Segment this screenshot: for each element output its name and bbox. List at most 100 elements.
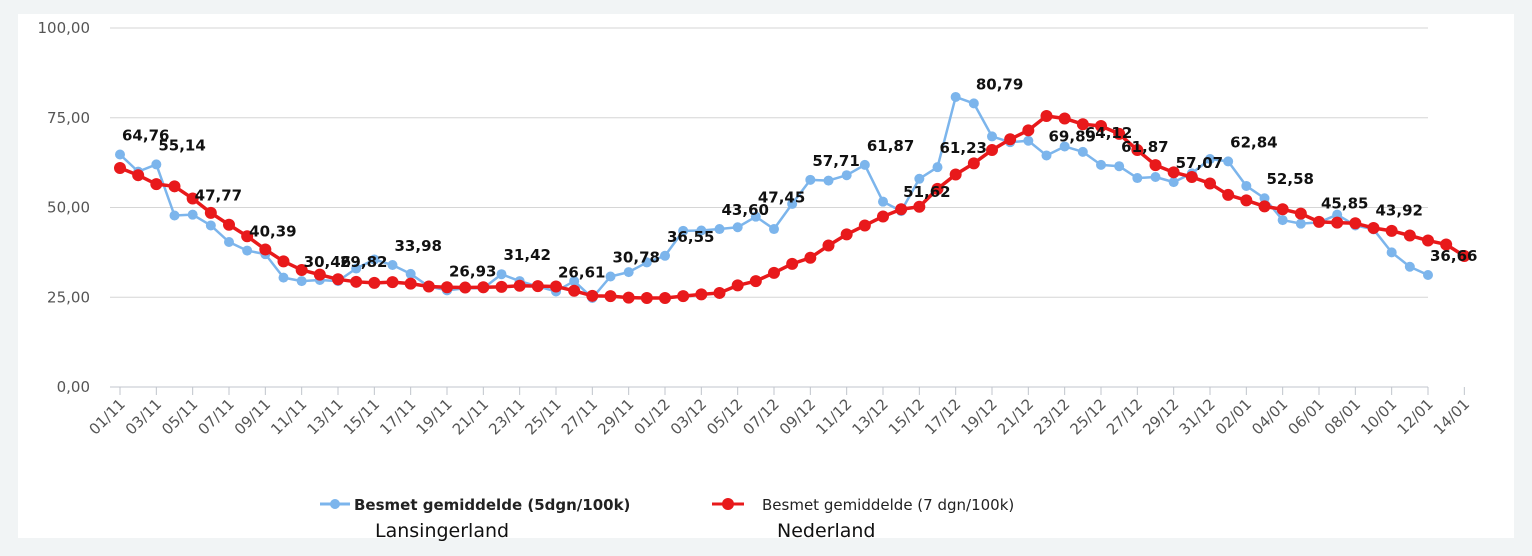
data-point-lansingerland bbox=[387, 260, 398, 271]
x-tick-label: 09/12 bbox=[776, 395, 819, 438]
x-tick-label: 04/01 bbox=[1248, 395, 1291, 438]
data-point-nederland bbox=[913, 200, 926, 213]
data-point-nederland bbox=[550, 280, 562, 293]
data-point-nederland bbox=[459, 281, 472, 294]
y-tick-label: 100,00 bbox=[38, 19, 91, 37]
legend-swatch-nederland bbox=[712, 498, 744, 510]
data-point-lansingerland bbox=[859, 159, 870, 170]
data-point-nederland bbox=[223, 218, 235, 231]
data-label: 61,87 bbox=[1121, 138, 1168, 156]
x-tick-label: 29/11 bbox=[594, 395, 637, 438]
data-point-nederland bbox=[1367, 221, 1380, 234]
data-point-nederland bbox=[368, 276, 381, 289]
x-tick-label: 10/01 bbox=[1357, 395, 1400, 438]
data-point-nederland bbox=[114, 162, 126, 175]
legend-sub-lansingerland: Lansingerland bbox=[375, 520, 510, 542]
x-tick-label: 13/12 bbox=[849, 395, 892, 438]
data-point-nederland bbox=[749, 275, 762, 288]
data-point-nederland bbox=[858, 219, 871, 232]
data-point-lansingerland bbox=[932, 162, 943, 173]
data-point-nederland bbox=[1276, 203, 1289, 216]
data-point-nederland bbox=[441, 281, 453, 294]
data-point-lansingerland bbox=[1423, 269, 1433, 280]
data-label: 62,84 bbox=[1230, 133, 1277, 151]
data-point-lansingerland bbox=[623, 267, 634, 278]
data-label: 43,60 bbox=[722, 201, 769, 219]
x-tick-label: 27/11 bbox=[558, 395, 601, 438]
data-point-nederland bbox=[840, 228, 853, 241]
data-point-nederland bbox=[1385, 224, 1398, 237]
legend-swatch-lansingerland bbox=[320, 499, 350, 509]
data-point-lansingerland bbox=[1241, 180, 1252, 191]
x-tick-label: 21/11 bbox=[449, 395, 492, 438]
x-tick-label: 25/11 bbox=[522, 395, 565, 438]
x-tick-label: 08/01 bbox=[1321, 395, 1364, 438]
data-point-nederland bbox=[513, 279, 526, 292]
data-point-nederland bbox=[168, 180, 181, 193]
data-point-nederland bbox=[259, 243, 272, 256]
x-tick-label: 19/11 bbox=[413, 395, 456, 438]
data-point-lansingerland bbox=[714, 224, 725, 235]
data-label: 29,82 bbox=[340, 253, 387, 271]
data-point-lansingerland bbox=[823, 175, 834, 186]
legend-sub-nederland: Nederland bbox=[777, 520, 876, 542]
data-point-nederland bbox=[586, 289, 599, 302]
data-point-nederland bbox=[568, 284, 581, 297]
data-point-nederland bbox=[1185, 170, 1198, 183]
x-tick-label: 11/12 bbox=[812, 395, 855, 438]
x-tick-label: 19/12 bbox=[958, 395, 1001, 438]
data-label: 47,77 bbox=[195, 187, 242, 205]
x-tick-label: 06/01 bbox=[1285, 395, 1328, 438]
data-point-lansingerland bbox=[1386, 247, 1397, 258]
x-tick-label: 05/11 bbox=[158, 395, 201, 438]
chart-panel: 0,00 25,00 50,00 75,00 100,00 01/11 03/11 05/11… bbox=[18, 14, 1514, 542]
data-point-nederland bbox=[1004, 133, 1017, 146]
data-point-lansingerland bbox=[187, 209, 198, 220]
data-point-nederland bbox=[949, 168, 962, 181]
data-point-lansingerland bbox=[1132, 173, 1143, 184]
data-label: 30,46 bbox=[304, 253, 351, 271]
data-point-lansingerland bbox=[1277, 215, 1288, 226]
data-point-nederland bbox=[967, 157, 980, 170]
data-label: 80,79 bbox=[976, 75, 1023, 93]
x-tick-label: 13/11 bbox=[304, 395, 347, 438]
data-point-lansingerland bbox=[1114, 161, 1125, 172]
data-point-nederland bbox=[822, 239, 835, 252]
data-point-nederland bbox=[931, 182, 944, 195]
data-label: 43,92 bbox=[1376, 201, 1423, 219]
x-tick-label: 03/12 bbox=[667, 395, 710, 438]
data-point-lansingerland bbox=[224, 236, 234, 247]
x-tick-label: 27/12 bbox=[1103, 395, 1146, 438]
data-point-nederland bbox=[640, 291, 653, 304]
x-tick-label: 07/12 bbox=[740, 395, 783, 438]
data-label: 52,58 bbox=[1267, 170, 1314, 188]
data-point-lansingerland bbox=[151, 159, 162, 170]
legend-label-lansingerland: Besmet gemiddelde (5dgn/100k) bbox=[354, 496, 631, 514]
data-label: 47,45 bbox=[758, 189, 805, 207]
data-point-nederland bbox=[477, 281, 490, 294]
data-point-nederland bbox=[877, 210, 889, 223]
data-label: 57,07 bbox=[1176, 154, 1223, 172]
data-point-nederland bbox=[659, 291, 671, 304]
x-tick-label: 03/11 bbox=[122, 395, 165, 438]
x-tick-label: 17/12 bbox=[921, 395, 964, 438]
data-point-lansingerland bbox=[678, 225, 689, 236]
data-point-nederland bbox=[895, 203, 908, 216]
x-tick-label: 21/12 bbox=[994, 395, 1037, 438]
data-point-lansingerland bbox=[1077, 146, 1088, 157]
data-point-nederland bbox=[1403, 229, 1416, 242]
data-point-nederland bbox=[313, 268, 326, 281]
data-point-lansingerland bbox=[115, 149, 125, 160]
data-point-nederland bbox=[1349, 217, 1362, 230]
y-tick-label: 25,00 bbox=[47, 288, 90, 306]
x-tick-label: 01/12 bbox=[631, 395, 674, 438]
data-point-nederland bbox=[804, 251, 817, 264]
data-point-lansingerland bbox=[878, 196, 888, 207]
data-point-nederland bbox=[495, 280, 508, 293]
x-tick-label: 14/01 bbox=[1430, 395, 1473, 438]
data-point-nederland bbox=[1204, 177, 1216, 190]
data-point-nederland bbox=[295, 263, 308, 276]
data-point-lansingerland bbox=[769, 224, 779, 235]
data-point-nederland bbox=[386, 276, 399, 289]
data-point-lansingerland bbox=[405, 268, 416, 279]
